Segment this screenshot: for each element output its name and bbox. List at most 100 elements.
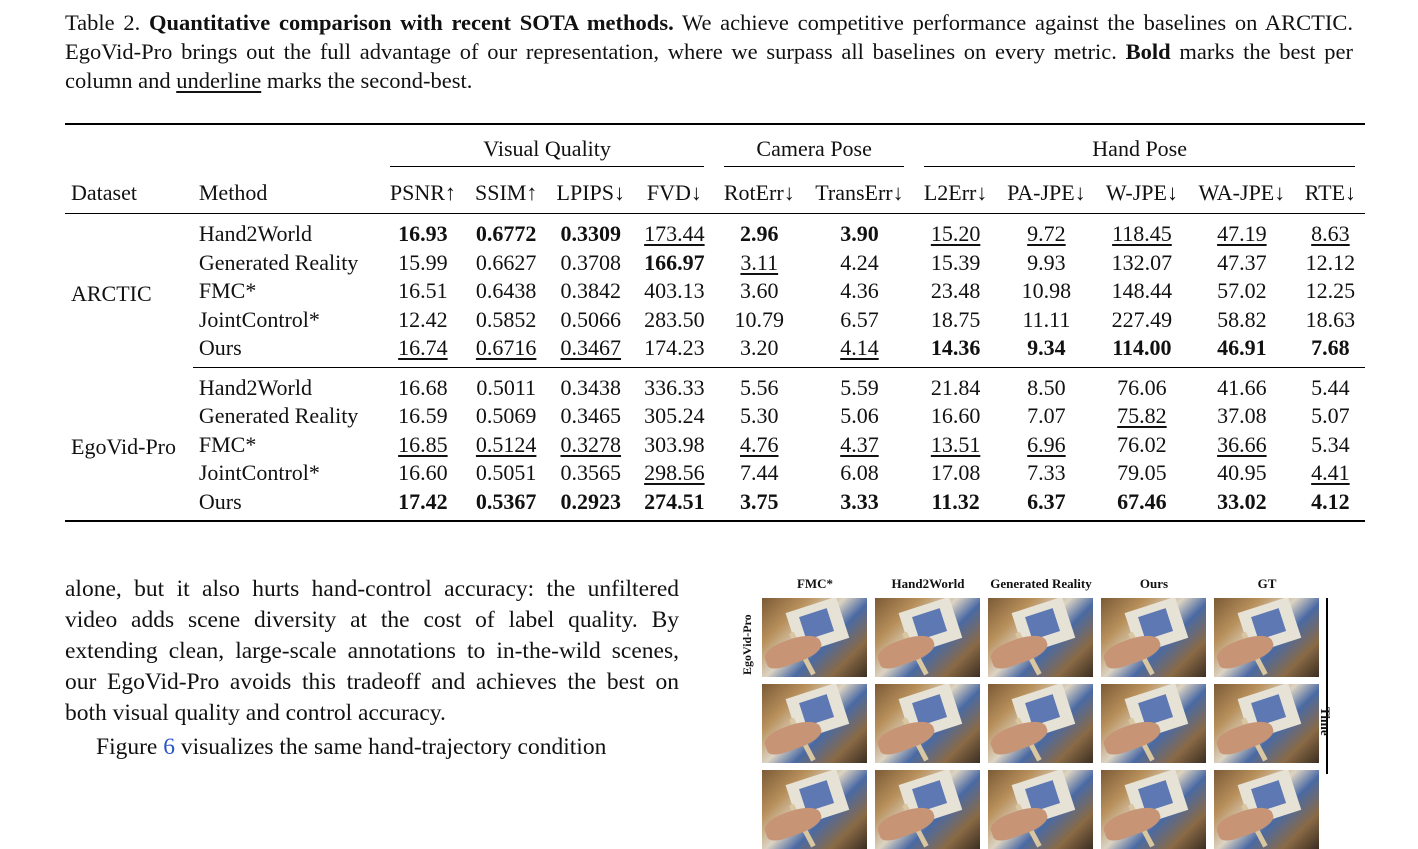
metric-cell: 16.59 bbox=[398, 403, 448, 429]
header-ssim: SSIM↑ bbox=[465, 173, 547, 214]
method-cell: Ours bbox=[192, 334, 381, 368]
table-row: JointControl* 16.60 0.5051 0.3565 298.56 7.44… bbox=[65, 459, 1365, 488]
metric-cell: 7.33 bbox=[1027, 460, 1066, 486]
metric-cell: 303.98 bbox=[644, 431, 705, 457]
metric-cell: 4.14 bbox=[804, 334, 915, 368]
metric-cell: 10.98 bbox=[1021, 278, 1072, 304]
metric-cell: 13.51 bbox=[930, 431, 981, 457]
metric-cell: 16.60 bbox=[398, 460, 448, 486]
metric-cell: 403.13 bbox=[644, 278, 705, 304]
metric-cell: 16.68 bbox=[398, 374, 448, 400]
section-arctic: ARCTIC Hand2World 16.93 0.6772 0.3309 173.44 2… bbox=[65, 214, 1365, 368]
caption-text-2: marks the best per column and bbox=[65, 39, 1353, 93]
metric-cell: 0.3708 bbox=[560, 249, 622, 275]
metric-cell: 15.20 bbox=[930, 221, 981, 247]
video-frame-thumbnail bbox=[988, 684, 1093, 763]
header-wa-jpe: WA-JPE↓ bbox=[1187, 173, 1296, 214]
metric-cell: 3.75 bbox=[740, 488, 779, 514]
video-frame-thumbnail bbox=[1214, 770, 1319, 849]
metric-cell: 6.96 bbox=[1027, 431, 1066, 457]
caption-label: Table 2. bbox=[65, 10, 141, 35]
metric-cell: 16.93 bbox=[398, 221, 448, 247]
metric-cell: 0.2923 bbox=[560, 488, 622, 514]
header-lpips: LPIPS↓ bbox=[546, 173, 635, 214]
metric-cell: 305.24 bbox=[644, 403, 705, 429]
metric-cell: 227.49 bbox=[1111, 306, 1173, 332]
metric-cell: 14.36 bbox=[914, 334, 997, 368]
metric-cell: 4.24 bbox=[840, 249, 879, 275]
header-dataset: Dataset bbox=[65, 173, 193, 214]
metric-cell: 166.97 bbox=[644, 249, 705, 275]
metric-cell: 5.34 bbox=[1311, 431, 1350, 457]
table-row: ARCTIC Hand2World 16.93 0.6772 0.3309 173.44 2… bbox=[65, 214, 1365, 305]
caption-text-1: We achieve competitive performance again… bbox=[65, 10, 1353, 64]
video-frame-thumbnail bbox=[1101, 598, 1206, 677]
metric-cell: 0.6716 bbox=[465, 334, 547, 368]
metric-cell: 16.74 bbox=[380, 334, 466, 368]
method-cell: JointControl* bbox=[198, 306, 320, 332]
caption-text-3: marks the second-best. bbox=[266, 68, 473, 93]
metric-cell: 0.6627 bbox=[475, 249, 537, 275]
metric-cell: 0.3467 bbox=[546, 334, 635, 368]
metric-cell: 8.50 bbox=[1027, 374, 1066, 400]
metric-cell: 12.25 bbox=[1305, 278, 1356, 304]
metric-cell: 16.51 bbox=[398, 278, 448, 304]
header-pa-jpe: PA-JPE↓ bbox=[996, 173, 1096, 214]
metric-cell: 4.36 bbox=[840, 278, 879, 304]
body-text: alone, but it also hurts hand-control ac… bbox=[65, 574, 679, 763]
metric-cell: 5.44 bbox=[1311, 374, 1350, 400]
figure-column-label: FMC* bbox=[796, 576, 834, 591]
metric-cell: 16.85 bbox=[398, 431, 448, 457]
caption-underline-word: underline bbox=[176, 68, 262, 93]
metric-cell: 3.90 bbox=[840, 221, 879, 247]
video-frame-thumbnail bbox=[762, 598, 867, 677]
metric-cell: 4.12 bbox=[1311, 488, 1350, 514]
metric-cell: 46.91 bbox=[1187, 334, 1296, 368]
metric-cell: 0.5011 bbox=[476, 374, 536, 400]
header-w-jpe: W-JPE↓ bbox=[1095, 173, 1188, 214]
metric-cell: 2.96 bbox=[740, 221, 779, 247]
section-egovid-pro: EgoVid-Pro Hand2World 16.68 0.5011 0.3438 336… bbox=[65, 367, 1365, 521]
metric-cell: 47.37 bbox=[1217, 249, 1267, 275]
metric-cell: 0.3842 bbox=[560, 278, 622, 304]
metric-cell: 0.3438 bbox=[560, 374, 622, 400]
comparison-table: Visual Quality Camera Pose Hand Pose Dat… bbox=[65, 123, 1365, 522]
dataset-cell: EgoVid-Pro bbox=[71, 433, 177, 459]
header-l2err: L2Err↓ bbox=[914, 173, 997, 214]
header-transerr: TransErr↓ bbox=[804, 173, 915, 214]
metric-cell: 336.33 bbox=[644, 374, 705, 400]
metric-cell: 274.51 bbox=[644, 488, 705, 514]
group-camera-pose: Camera Pose bbox=[714, 124, 914, 173]
metric-cell: 7.07 bbox=[1027, 403, 1066, 429]
time-axis-label: Time bbox=[1318, 707, 1333, 736]
video-frame-thumbnail bbox=[1214, 598, 1319, 677]
time-axis-line bbox=[1326, 598, 1328, 774]
metric-cell: 3.11 bbox=[740, 249, 779, 275]
method-cell: Hand2World bbox=[198, 374, 312, 400]
metric-cell: 5.07 bbox=[1311, 403, 1350, 429]
metric-cell: 118.45 bbox=[1112, 221, 1172, 247]
figure-reference-link[interactable]: 6 bbox=[163, 734, 175, 760]
metric-cell: 17.08 bbox=[930, 460, 981, 486]
table-row: JointControl* 12.42 0.5852 0.5066 283.50 10.7… bbox=[65, 306, 1365, 335]
video-frame-thumbnail bbox=[875, 684, 980, 763]
method-cell: FMC* bbox=[198, 278, 257, 304]
metric-cell: 17.42 bbox=[398, 488, 448, 514]
header-fvd: FVD↓ bbox=[634, 173, 714, 214]
metric-cell: 6.37 bbox=[1027, 488, 1066, 514]
metric-cell: 23.48 bbox=[930, 278, 981, 304]
metric-cell: 173.44 bbox=[644, 221, 705, 247]
figure-column-label: Generated Reality bbox=[990, 576, 1092, 591]
metric-cell: 36.66 bbox=[1217, 431, 1267, 457]
metric-cell: 0.6772 bbox=[475, 221, 537, 247]
table-row: FMC* 16.85 0.5124 0.3278 303.98 4.76 4.37 13.51… bbox=[65, 431, 1365, 460]
metric-cell: 0.5069 bbox=[475, 403, 537, 429]
metric-cell: 114.00 bbox=[1095, 334, 1188, 368]
table-row: Generated Reality 15.99 0.6627 0.3708 166.97… bbox=[65, 249, 1365, 278]
metric-cell: 11.32 bbox=[931, 488, 980, 514]
metric-cell: 6.57 bbox=[840, 306, 879, 332]
method-cell: FMC* bbox=[198, 431, 257, 457]
metric-cell: 9.93 bbox=[1027, 249, 1066, 275]
video-frame-thumbnail bbox=[988, 598, 1093, 677]
method-cell: Generated Reality bbox=[198, 249, 359, 275]
